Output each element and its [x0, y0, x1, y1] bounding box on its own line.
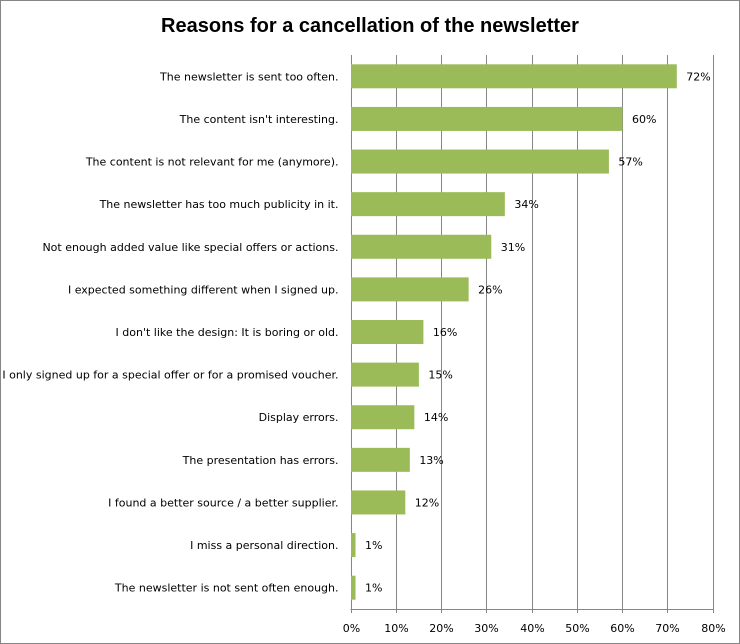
category-label: I don't like the design: It is boring or… [116, 326, 339, 339]
data-label: 72% [686, 70, 710, 83]
category-label: I found a better source / a better suppl… [108, 496, 338, 509]
bar [351, 405, 415, 430]
x-tick-label: 80% [701, 622, 725, 635]
data-label: 16% [433, 326, 457, 339]
data-label: 34% [514, 198, 538, 211]
bar [351, 192, 505, 217]
data-label: 14% [424, 411, 448, 424]
category-label: I only signed up for a special offer or … [2, 369, 338, 382]
bar [351, 362, 419, 387]
category-label: The newsletter has too much publicity in… [99, 198, 339, 211]
bar [351, 106, 623, 131]
data-label: 1% [365, 539, 382, 552]
x-tick-label: 50% [565, 622, 589, 635]
category-label: I expected something different when I si… [68, 283, 339, 296]
x-tick-label: 30% [474, 622, 498, 635]
bar [351, 149, 609, 174]
bar [351, 277, 469, 302]
data-label: 31% [501, 241, 525, 254]
bar [351, 320, 424, 344]
bar [351, 490, 406, 515]
data-label: 15% [428, 369, 452, 382]
x-tick-label: 40% [520, 622, 544, 635]
category-label: Display errors. [259, 411, 339, 424]
x-tick-label: 70% [655, 622, 679, 635]
x-tick-label: 10% [384, 622, 408, 635]
x-tick-label: 0% [343, 622, 360, 635]
bar [351, 533, 356, 558]
category-label: Not enough added value like special offe… [42, 241, 338, 254]
bar [351, 447, 410, 472]
bar [351, 234, 492, 259]
data-label: 1% [365, 582, 382, 595]
bar [351, 575, 356, 600]
x-tick-label: 60% [610, 622, 634, 635]
bar [351, 64, 677, 89]
category-label: The content is not relevant for me (anym… [85, 156, 339, 169]
category-label: The content isn't interesting. [179, 113, 339, 126]
category-label: The newsletter is not sent often enough. [114, 582, 339, 595]
data-label: 13% [419, 454, 443, 467]
category-label: The presentation has errors. [182, 454, 339, 467]
x-tick-label: 20% [429, 622, 453, 635]
data-label: 12% [415, 496, 439, 509]
chart-title: Reasons for a cancellation of the newsle… [161, 15, 579, 37]
data-label: 26% [478, 283, 502, 296]
data-label: 57% [618, 156, 642, 169]
category-label: The newsletter is sent too often. [159, 70, 338, 83]
category-label: I miss a personal direction. [190, 539, 338, 552]
data-label: 60% [632, 113, 656, 126]
